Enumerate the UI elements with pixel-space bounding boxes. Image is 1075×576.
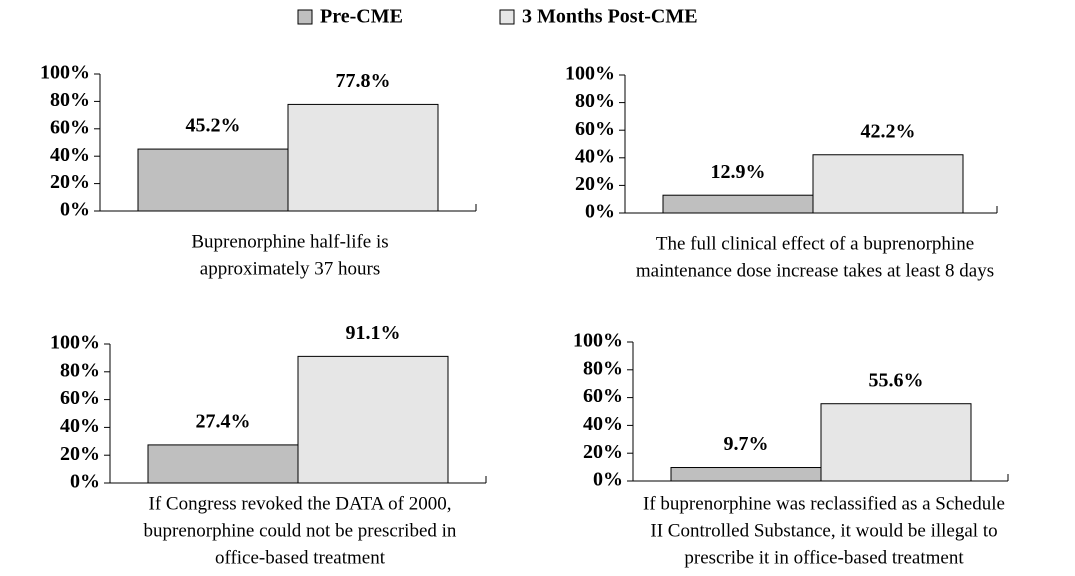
bar <box>670 467 822 482</box>
bar <box>812 154 964 214</box>
x-axis-label: buprenorphine could not be prescribed in <box>144 520 457 541</box>
y-tick-label: 60% <box>60 387 100 409</box>
value-label: 27.4% <box>196 411 251 433</box>
y-tick-label: 40% <box>50 144 90 166</box>
y-tick-label: 80% <box>583 357 623 379</box>
y-tick-label: 100% <box>573 330 623 352</box>
value-label: 91.1% <box>346 322 401 344</box>
y-tick-label: 0% <box>593 469 623 491</box>
y-tick-label: 0% <box>585 201 615 223</box>
y-tick-label: 40% <box>575 145 615 167</box>
x-axis-label: office-based treatment <box>215 547 386 568</box>
x-axis-label: approximately 37 hours <box>200 258 380 279</box>
x-axis-label: If buprenorphine was reclassified as a S… <box>643 493 1005 514</box>
value-label: 42.2% <box>861 120 916 142</box>
x-axis-label: maintenance dose increase takes at least… <box>636 260 994 281</box>
legend-label: Pre-CME <box>320 6 403 28</box>
y-tick-label: 60% <box>50 116 90 138</box>
y-tick-label: 20% <box>60 443 100 465</box>
y-tick-label: 100% <box>40 62 90 84</box>
y-tick-label: 20% <box>50 171 90 193</box>
y-tick-label: 0% <box>70 471 100 493</box>
y-tick-label: 80% <box>575 90 615 112</box>
bar <box>662 194 814 214</box>
x-axis-label: The full clinical effect of a buprenorph… <box>656 233 974 254</box>
y-tick-label: 40% <box>583 413 623 435</box>
bar <box>297 355 449 484</box>
y-tick-label: 80% <box>60 359 100 381</box>
value-label: 12.9% <box>711 161 766 183</box>
legend-swatch <box>499 9 515 25</box>
y-tick-label: 40% <box>60 415 100 437</box>
y-tick-label: 60% <box>575 118 615 140</box>
bar <box>287 103 439 212</box>
y-tick-label: 20% <box>583 441 623 463</box>
x-axis-label: prescribe it in office-based treatment <box>684 547 964 568</box>
y-tick-label: 100% <box>50 332 100 354</box>
x-axis-label: Buprenorphine half-life is <box>191 231 388 252</box>
value-label: 77.8% <box>336 70 391 92</box>
x-axis-label: II Controlled Substance, it would be ill… <box>650 520 997 541</box>
value-label: 55.6% <box>869 369 924 391</box>
value-label: 45.2% <box>186 115 241 137</box>
bar <box>820 403 972 482</box>
value-label: 9.7% <box>724 433 769 455</box>
x-axis-label: If Congress revoked the DATA of 2000, <box>149 493 452 514</box>
y-tick-label: 80% <box>50 89 90 111</box>
bar <box>137 148 289 212</box>
y-tick-label: 100% <box>565 63 615 85</box>
y-tick-label: 0% <box>60 199 90 221</box>
y-tick-label: 60% <box>583 385 623 407</box>
y-tick-label: 20% <box>575 173 615 195</box>
legend-swatch <box>297 9 313 25</box>
legend-label: 3 Months Post-CME <box>522 6 698 28</box>
bar <box>147 444 299 484</box>
